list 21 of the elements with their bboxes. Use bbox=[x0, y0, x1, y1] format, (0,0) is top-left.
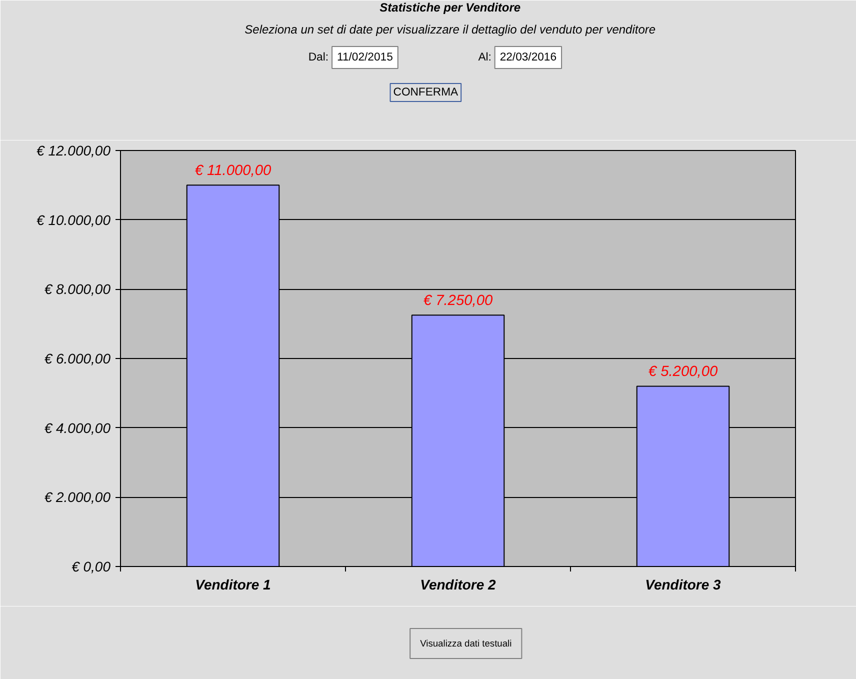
y-tick-label: € 10.000,00 bbox=[36, 212, 111, 228]
data-label: € 7.250,00 bbox=[423, 293, 494, 310]
text: Visualizza dati testuali bbox=[420, 638, 512, 648]
y-tick-label: € 0,00 bbox=[72, 558, 111, 574]
text: Dal: bbox=[308, 52, 329, 64]
x-tick-label: Venditore 1 bbox=[195, 576, 272, 592]
text: 11/02/2015 bbox=[337, 52, 393, 64]
text: 22/03/2016 bbox=[500, 52, 557, 64]
text: Al: bbox=[478, 52, 492, 64]
y-tick-label: € 4.000,00 bbox=[44, 420, 111, 436]
y-tick-label: € 12.000,00 bbox=[36, 142, 111, 158]
data-label: € 11.000,00 bbox=[194, 163, 272, 180]
y-tick-label: € 8.000,00 bbox=[44, 281, 111, 298]
x-tick-label: Venditore 3 bbox=[645, 576, 722, 592]
chart-title: Statistiche per Venditore bbox=[380, 0, 521, 14]
x-tick-label: Venditore 2 bbox=[420, 576, 496, 592]
y-tick-label: € 6.000,00 bbox=[44, 350, 111, 366]
chart-subtitle: Seleziona un set di date per visualizzare il dettaglio del venduto per venditore bbox=[244, 22, 656, 36]
text: CONFERMA bbox=[393, 86, 459, 98]
y-tick-label: € 2.000,00 bbox=[44, 489, 111, 506]
data-label: € 5.200,00 bbox=[648, 364, 718, 380]
